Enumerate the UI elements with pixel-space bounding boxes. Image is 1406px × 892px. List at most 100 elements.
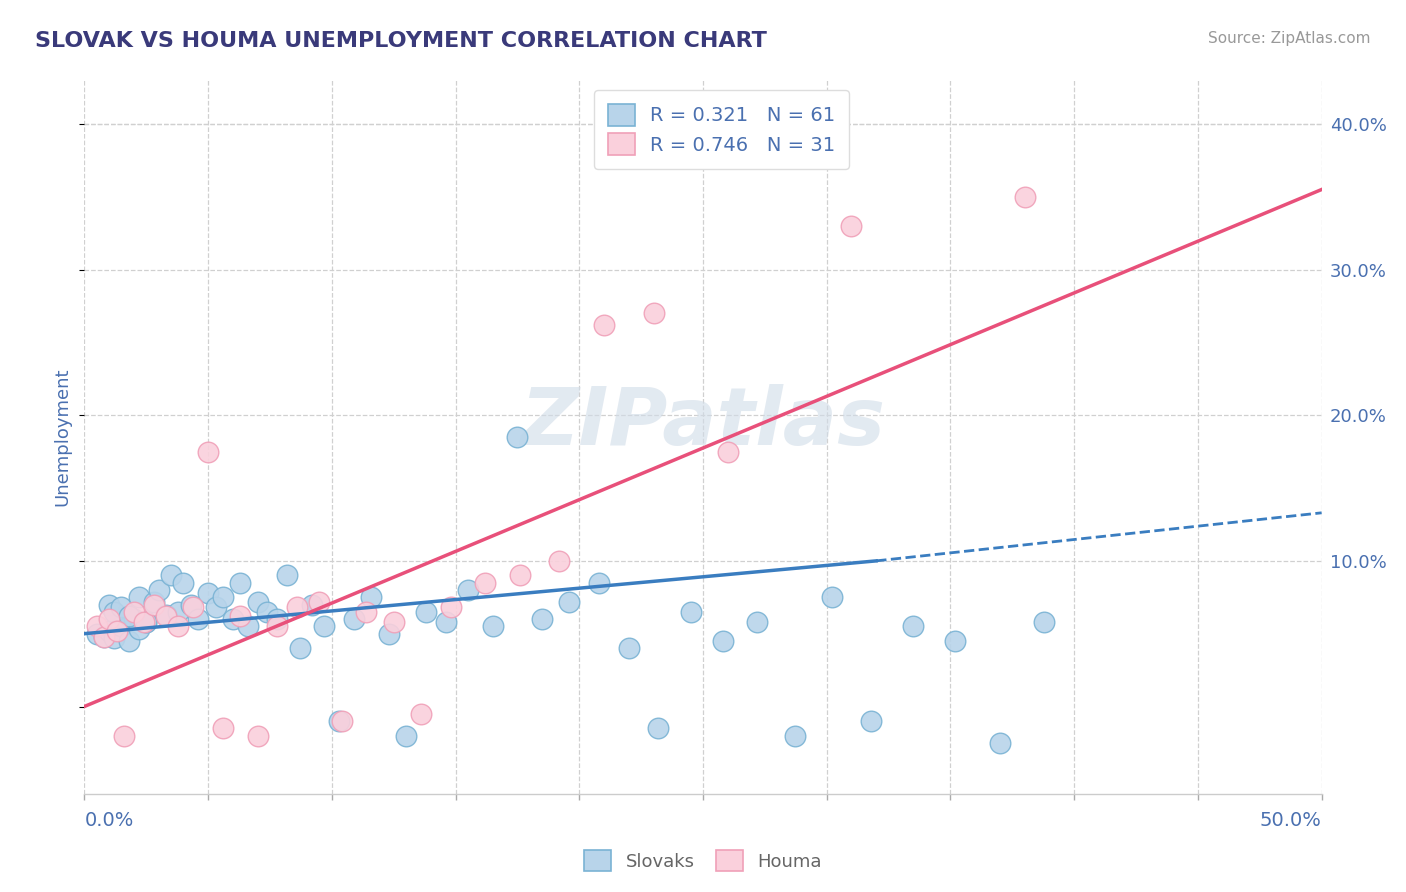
Point xyxy=(434,615,457,629)
Point xyxy=(180,598,202,612)
Point xyxy=(122,605,145,619)
Point xyxy=(288,641,311,656)
Point xyxy=(841,219,863,233)
Point xyxy=(860,714,883,728)
Point xyxy=(142,598,165,612)
Point xyxy=(204,600,226,615)
Point xyxy=(86,619,108,633)
Point xyxy=(266,612,288,626)
Point xyxy=(142,594,165,608)
Point xyxy=(128,591,150,605)
Point xyxy=(360,591,382,605)
Point xyxy=(382,615,405,629)
Point xyxy=(439,600,461,615)
Point xyxy=(276,568,298,582)
Point xyxy=(197,586,219,600)
Point xyxy=(236,619,259,633)
Point xyxy=(266,619,288,633)
Point xyxy=(197,444,219,458)
Point xyxy=(256,605,278,619)
Point xyxy=(98,624,121,638)
Point xyxy=(135,615,157,629)
Point xyxy=(679,605,702,619)
Point xyxy=(93,630,115,644)
Point xyxy=(212,591,235,605)
Point xyxy=(558,594,581,608)
Legend: Slovaks, Houma: Slovaks, Houma xyxy=(576,843,830,879)
Point xyxy=(128,623,150,637)
Point xyxy=(903,619,925,633)
Text: ZIPatlas: ZIPatlas xyxy=(520,384,886,462)
Point xyxy=(229,575,252,590)
Point xyxy=(377,626,399,640)
Point xyxy=(118,609,141,624)
Point xyxy=(103,605,125,619)
Point xyxy=(103,631,125,645)
Point xyxy=(222,612,245,626)
Point xyxy=(821,591,844,605)
Point xyxy=(172,575,194,590)
Point xyxy=(647,722,669,736)
Point xyxy=(160,568,183,582)
Point xyxy=(110,600,132,615)
Point xyxy=(105,624,128,638)
Point xyxy=(945,634,967,648)
Point xyxy=(1014,190,1036,204)
Point xyxy=(301,598,323,612)
Point xyxy=(308,594,330,608)
Point xyxy=(481,619,503,633)
Point xyxy=(509,568,531,582)
Point xyxy=(98,612,121,626)
Point xyxy=(118,634,141,648)
Point xyxy=(314,619,336,633)
Point xyxy=(395,729,418,743)
Point xyxy=(181,600,204,615)
Point xyxy=(155,607,177,622)
Point xyxy=(415,605,437,619)
Point xyxy=(717,444,740,458)
Point xyxy=(229,609,252,624)
Point xyxy=(98,598,121,612)
Point xyxy=(167,605,190,619)
Point xyxy=(409,706,432,721)
Point xyxy=(86,626,108,640)
Point xyxy=(328,714,350,728)
Point xyxy=(711,634,734,648)
Point xyxy=(122,612,145,626)
Y-axis label: Unemployment: Unemployment xyxy=(53,368,72,507)
Point xyxy=(212,722,235,736)
Point xyxy=(148,582,170,597)
Point xyxy=(506,430,529,444)
Point xyxy=(187,612,209,626)
Point xyxy=(356,605,378,619)
Point xyxy=(457,582,479,597)
Point xyxy=(135,615,157,629)
Point xyxy=(246,729,269,743)
Text: 0.0%: 0.0% xyxy=(84,812,134,830)
Point xyxy=(747,615,769,629)
Legend: R = 0.321   N = 61, R = 0.746   N = 31: R = 0.321 N = 61, R = 0.746 N = 31 xyxy=(593,90,849,169)
Point xyxy=(593,318,616,332)
Point xyxy=(330,714,353,728)
Point xyxy=(285,600,308,615)
Text: Source: ZipAtlas.com: Source: ZipAtlas.com xyxy=(1208,31,1371,46)
Point xyxy=(246,594,269,608)
Point xyxy=(548,554,571,568)
Point xyxy=(783,729,806,743)
Point xyxy=(132,615,155,629)
Point xyxy=(155,609,177,624)
Point xyxy=(112,729,135,743)
Point xyxy=(1033,615,1056,629)
Text: 50.0%: 50.0% xyxy=(1260,812,1322,830)
Point xyxy=(988,736,1011,750)
Point xyxy=(474,575,496,590)
Point xyxy=(617,641,640,656)
Point xyxy=(93,630,115,644)
Point xyxy=(531,612,554,626)
Point xyxy=(588,575,610,590)
Point xyxy=(167,619,190,633)
Point xyxy=(643,306,665,320)
Point xyxy=(110,619,132,633)
Text: SLOVAK VS HOUMA UNEMPLOYMENT CORRELATION CHART: SLOVAK VS HOUMA UNEMPLOYMENT CORRELATION… xyxy=(35,31,768,51)
Point xyxy=(343,612,366,626)
